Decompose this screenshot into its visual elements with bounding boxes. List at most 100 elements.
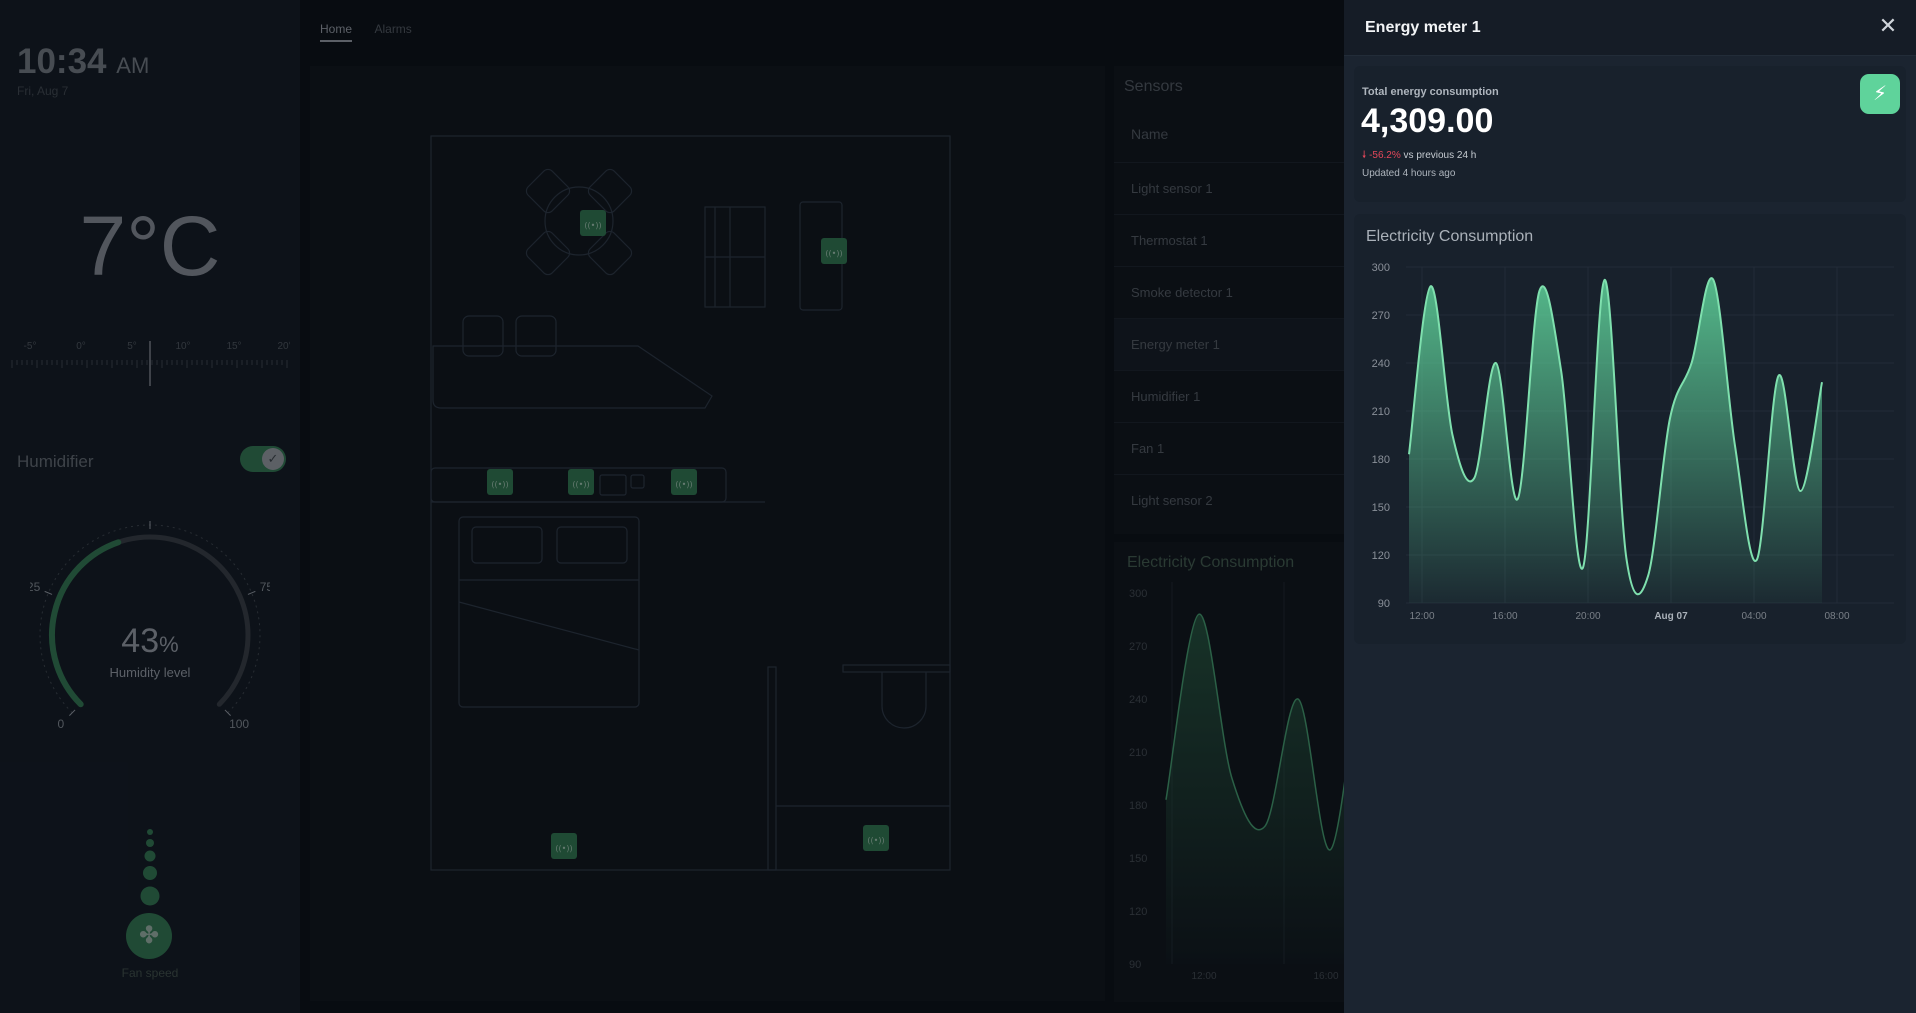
arrow-down-icon: 🠗 xyxy=(1362,150,1367,161)
sensor-marker[interactable] xyxy=(821,238,847,264)
scale-label: 10° xyxy=(175,341,190,352)
total-label: Total energy consumption xyxy=(1362,86,1499,98)
fan-icon[interactable]: ✤ xyxy=(126,913,172,959)
sensor-marker[interactable] xyxy=(671,469,697,495)
sensor-row[interactable]: Thermostat 1 xyxy=(1114,214,1344,266)
fan-speed-label: Fan speed xyxy=(121,966,179,980)
scale-label: 20° xyxy=(277,341,290,352)
gauge-tick xyxy=(224,709,231,716)
sensor-markers: ((•)) ((•)) ((•)) ((•)) ((•)) ((•)) ((•)) xyxy=(487,210,889,859)
broadcast-icon: ((•)) xyxy=(825,249,842,258)
x-tick-label: Aug 07 xyxy=(1654,611,1688,622)
y-tick-label: 270 xyxy=(1372,310,1390,322)
sensor-row[interactable]: Humidifier 1 xyxy=(1114,370,1344,422)
x-tick-label: 12:00 xyxy=(1409,611,1434,622)
bg-y-tick-label: 90 xyxy=(1129,959,1141,971)
gauge-tick-label: 100 xyxy=(229,717,249,731)
fan-speed-dot[interactable] xyxy=(147,829,153,835)
fan-speed-levels[interactable] xyxy=(0,828,300,908)
dining-table xyxy=(544,186,614,256)
tab-alarms[interactable]: Alarms xyxy=(374,22,412,36)
gauge-tick-label: 25 xyxy=(30,580,41,594)
sensor-row[interactable]: Light sensor 2 xyxy=(1114,474,1344,526)
sensor-marker[interactable] xyxy=(863,825,889,851)
date: Fri, Aug 7 xyxy=(17,84,69,98)
change-percent: -56.2% xyxy=(1369,150,1401,161)
scale-label: 15° xyxy=(226,341,241,352)
sensor-row[interactable]: Light sensor 1 xyxy=(1114,162,1344,214)
bg-y-tick-label: 210 xyxy=(1129,747,1147,759)
total-consumption-card: Total energy consumption 4,309.00 🠗 -56.… xyxy=(1354,66,1906,202)
y-tick-label: 90 xyxy=(1378,598,1390,610)
consumption-chart[interactable]: 90 120 150 180 210 240 270 300 12:00 16:00 20:00 Au… xyxy=(1354,214,1906,644)
sensors-column-name: Name xyxy=(1131,126,1169,142)
background-chart-title: Electricity Consumption xyxy=(1127,554,1295,571)
humidity-gauge[interactable]: 0 25 50 75 100 xyxy=(30,515,270,755)
sensor-name: Fan 1 xyxy=(1131,441,1165,456)
fan-speed-dot[interactable] xyxy=(144,850,156,862)
y-tick-label: 300 xyxy=(1372,262,1390,274)
sensor-row[interactable]: Smoke detector 1 xyxy=(1114,266,1344,318)
scale-label: 0° xyxy=(76,341,86,352)
floor-plan-drawing: ((•)) ((•)) ((•)) ((•)) ((•)) ((•)) ((•)) xyxy=(430,135,951,871)
bg-y-tick-label: 120 xyxy=(1129,906,1147,918)
sensor-marker[interactable] xyxy=(551,833,577,859)
background-chart: 300 270 240 210 180 150 120 90 12:00 16:00 xyxy=(1129,582,1344,982)
x-tick-label: 16:00 xyxy=(1492,611,1517,622)
top-tabs: Home Alarms xyxy=(320,20,430,42)
sensor-marker[interactable] xyxy=(580,210,606,236)
check-icon: ✓ xyxy=(262,448,284,470)
sensor-row-selected[interactable]: Energy meter 1 xyxy=(1114,318,1344,370)
sidebar: 10:34 AM Fri, Aug 7 7°C -5° 0° 5° 10° 15° 20°… xyxy=(0,0,300,1013)
sensor-marker[interactable] xyxy=(487,469,513,495)
bg-y-tick-label: 150 xyxy=(1129,853,1147,865)
bg-y-tick-label: 180 xyxy=(1129,800,1147,812)
gauge-tick-label: 75 xyxy=(260,580,270,594)
sofa xyxy=(432,345,713,409)
floor-outline xyxy=(430,135,951,871)
fan-speed-dot[interactable] xyxy=(143,866,157,880)
sensor-row[interactable]: Fan 1 xyxy=(1114,422,1344,474)
sensor-name: Light sensor 1 xyxy=(1131,181,1213,196)
background-chart-card: Electricity Consumption 300 270 240 210 180 1… xyxy=(1114,542,1344,1002)
change-suffix: vs previous 24 h xyxy=(1403,150,1477,161)
modal-backdrop[interactable] xyxy=(0,0,1344,1013)
x-tick-label: 08:00 xyxy=(1824,611,1849,622)
bg-y-tick-label: 240 xyxy=(1129,694,1147,706)
x-tick-label: 04:00 xyxy=(1741,611,1766,622)
sensors-title: Sensors xyxy=(1124,78,1183,95)
fan-speed-dot[interactable] xyxy=(146,839,154,847)
y-tick-label: 180 xyxy=(1372,454,1390,466)
sensor-detail-drawer: Energy meter 1 ✕ Total energy consumptio… xyxy=(1344,0,1916,1013)
consumption-chart-card: 90 120 150 180 210 240 270 300 12:00 16:00 20:00 Au… xyxy=(1354,214,1906,644)
broadcast-icon: ((•)) xyxy=(555,844,572,853)
lightning-icon: ⚡ xyxy=(1860,74,1900,114)
humidifier-label: Humidifier xyxy=(17,452,94,471)
close-icon[interactable]: ✕ xyxy=(1878,13,1898,38)
sensor-name: Energy meter 1 xyxy=(1131,337,1220,352)
drawer-title: Energy meter 1 xyxy=(1365,19,1481,36)
gauge-tick xyxy=(69,709,76,716)
tab-home[interactable]: Home xyxy=(320,22,353,42)
gauge-fill xyxy=(49,539,122,708)
sensors-panel: Sensors Name Light sensor 1 Thermostat 1… xyxy=(1114,66,1344,534)
fan-speed-dot[interactable] xyxy=(140,886,160,906)
y-tick-label: 240 xyxy=(1372,358,1390,370)
sensor-marker[interactable] xyxy=(568,469,594,495)
temperature-scale[interactable]: -5° 0° 5° 10° 15° 20° xyxy=(10,338,290,388)
broadcast-icon: ((•)) xyxy=(584,221,601,230)
gauge-tick xyxy=(247,590,256,595)
sensor-name: Humidifier 1 xyxy=(1131,389,1201,404)
y-tick-label: 120 xyxy=(1372,550,1390,562)
bg-y-tick-label: 300 xyxy=(1129,588,1147,600)
humidifier-toggle[interactable]: ✓ xyxy=(240,446,286,472)
humidity-value: 43% xyxy=(0,622,300,661)
total-value: 4,309.00 xyxy=(1361,102,1494,140)
sensor-name: Thermostat 1 xyxy=(1131,233,1208,248)
scale-label: 5° xyxy=(127,341,137,352)
scale-label: -5° xyxy=(24,341,37,352)
toilet xyxy=(881,672,927,729)
x-tick-label: 20:00 xyxy=(1575,611,1600,622)
total-change: 🠗 -56.2% vs previous 24 h xyxy=(1362,148,1476,165)
